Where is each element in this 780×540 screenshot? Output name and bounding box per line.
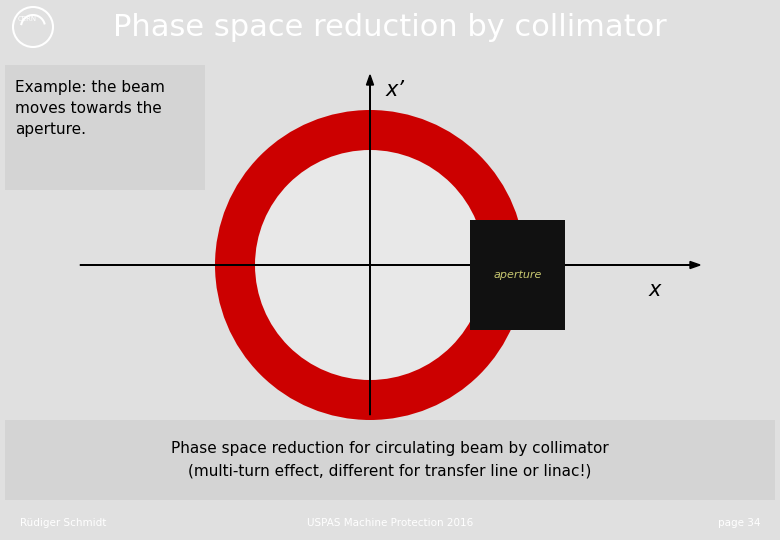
Text: x’: x’ bbox=[385, 80, 405, 100]
Text: Phase space reduction by collimator: Phase space reduction by collimator bbox=[113, 12, 667, 42]
Text: Phase space reduction for circulating beam by collimator
(multi-turn effect, dif: Phase space reduction for circulating be… bbox=[171, 441, 609, 478]
Text: aperture: aperture bbox=[493, 270, 541, 280]
Text: Example: the beam
moves towards the
aperture.: Example: the beam moves towards the aper… bbox=[15, 80, 165, 137]
Bar bbox=[470, 220, 565, 330]
Bar bbox=[5, 420, 775, 500]
Text: x: x bbox=[649, 280, 661, 300]
Text: USPAS Machine Protection 2016: USPAS Machine Protection 2016 bbox=[307, 518, 473, 528]
FancyArrow shape bbox=[367, 75, 374, 415]
Text: Rüdiger Schmidt: Rüdiger Schmidt bbox=[20, 518, 106, 528]
Bar bbox=[5, 65, 205, 190]
Circle shape bbox=[255, 150, 485, 380]
Text: page 34: page 34 bbox=[718, 518, 760, 528]
Text: CERN: CERN bbox=[17, 16, 37, 22]
FancyArrow shape bbox=[80, 261, 700, 268]
Circle shape bbox=[215, 110, 525, 420]
